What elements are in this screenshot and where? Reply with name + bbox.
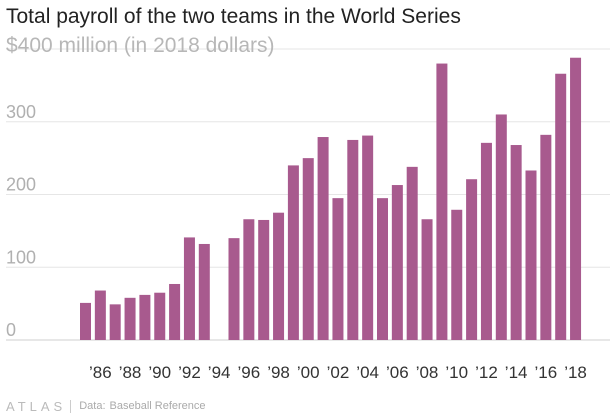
x-tick-label: ’06 bbox=[386, 363, 409, 382]
bar-2013 bbox=[495, 114, 507, 340]
bar-2014 bbox=[510, 145, 522, 340]
x-tick-labels: ’86 ’88 ’90 ’92 ’94 ’96 ’98 ’00 ’02 ’04 ’06 ’08 ’10 ’… bbox=[89, 363, 587, 382]
x-tick-label: ’96 bbox=[238, 363, 261, 382]
x-tick-label: ’14 bbox=[505, 363, 528, 382]
bar-2007 bbox=[406, 166, 418, 340]
x-tick-label: ’18 bbox=[564, 363, 587, 382]
bar-1985 bbox=[80, 302, 91, 340]
y-axis-top-label: $400 million (in 2018 dollars) bbox=[6, 34, 275, 57]
bar-1995 bbox=[228, 238, 240, 340]
bar-1986 bbox=[94, 290, 106, 340]
bar-2015 bbox=[525, 170, 537, 340]
bars bbox=[80, 57, 582, 341]
x-tick-label: ’10 bbox=[445, 363, 468, 382]
bar-2010 bbox=[451, 209, 463, 340]
source-name: Baseball Reference bbox=[109, 400, 206, 412]
bar-2011 bbox=[466, 179, 478, 340]
x-tick-label: ’02 bbox=[327, 363, 350, 382]
bar-2000 bbox=[302, 158, 314, 341]
x-tick-label: ’88 bbox=[119, 363, 142, 382]
x-tick-label: ’00 bbox=[297, 363, 320, 382]
bar-1999 bbox=[287, 165, 299, 340]
bar-2004 bbox=[362, 135, 374, 340]
bar-1996 bbox=[243, 219, 255, 340]
bar-1998 bbox=[273, 212, 285, 340]
x-tick-label: ’12 bbox=[475, 363, 498, 382]
atlas-logo: ATLAS bbox=[6, 398, 67, 414]
y-tick-label: 300 bbox=[6, 102, 36, 122]
bar-1988 bbox=[124, 297, 136, 340]
y-tick-labels: 0 100 200 300 bbox=[6, 102, 36, 340]
bar-2008 bbox=[421, 219, 433, 340]
x-tick-label: ’92 bbox=[178, 363, 201, 382]
bar-1997 bbox=[258, 219, 270, 340]
x-tick-label: ’16 bbox=[535, 363, 558, 382]
bar-1990 bbox=[154, 292, 166, 340]
bar-2005 bbox=[377, 198, 388, 340]
bar-1991 bbox=[169, 283, 181, 340]
y-tick-label: 200 bbox=[6, 175, 36, 195]
bar-2017 bbox=[555, 73, 567, 341]
bar-2006 bbox=[391, 185, 403, 340]
bar-1989 bbox=[139, 294, 151, 340]
bar-1993 bbox=[198, 243, 210, 340]
x-tick-label: ’08 bbox=[416, 363, 439, 382]
y-tick-label: 0 bbox=[6, 320, 16, 340]
y-tick-label: 100 bbox=[6, 247, 36, 267]
footer-divider bbox=[70, 399, 72, 413]
bar-1992 bbox=[183, 237, 195, 340]
bar-2002 bbox=[332, 198, 344, 340]
x-tick-label: ’04 bbox=[356, 363, 379, 382]
footer: ATLAS Data: Baseball Reference bbox=[6, 398, 206, 414]
x-tick-label: ’90 bbox=[148, 363, 171, 382]
bar-2003 bbox=[347, 139, 359, 340]
source-label: Data: bbox=[79, 400, 106, 412]
bar-2018 bbox=[570, 57, 582, 340]
bar-2009 bbox=[436, 63, 448, 341]
x-tick-label: ’98 bbox=[267, 363, 290, 382]
bar-2012 bbox=[480, 142, 492, 340]
chart-title: Total payroll of the two teams in the Wo… bbox=[6, 5, 461, 28]
bar-1987 bbox=[109, 304, 121, 340]
bar-2001 bbox=[317, 137, 329, 340]
x-tick-label: ’86 bbox=[89, 363, 112, 382]
x-tick-label: ’94 bbox=[208, 363, 231, 382]
bar-2016 bbox=[540, 134, 552, 340]
